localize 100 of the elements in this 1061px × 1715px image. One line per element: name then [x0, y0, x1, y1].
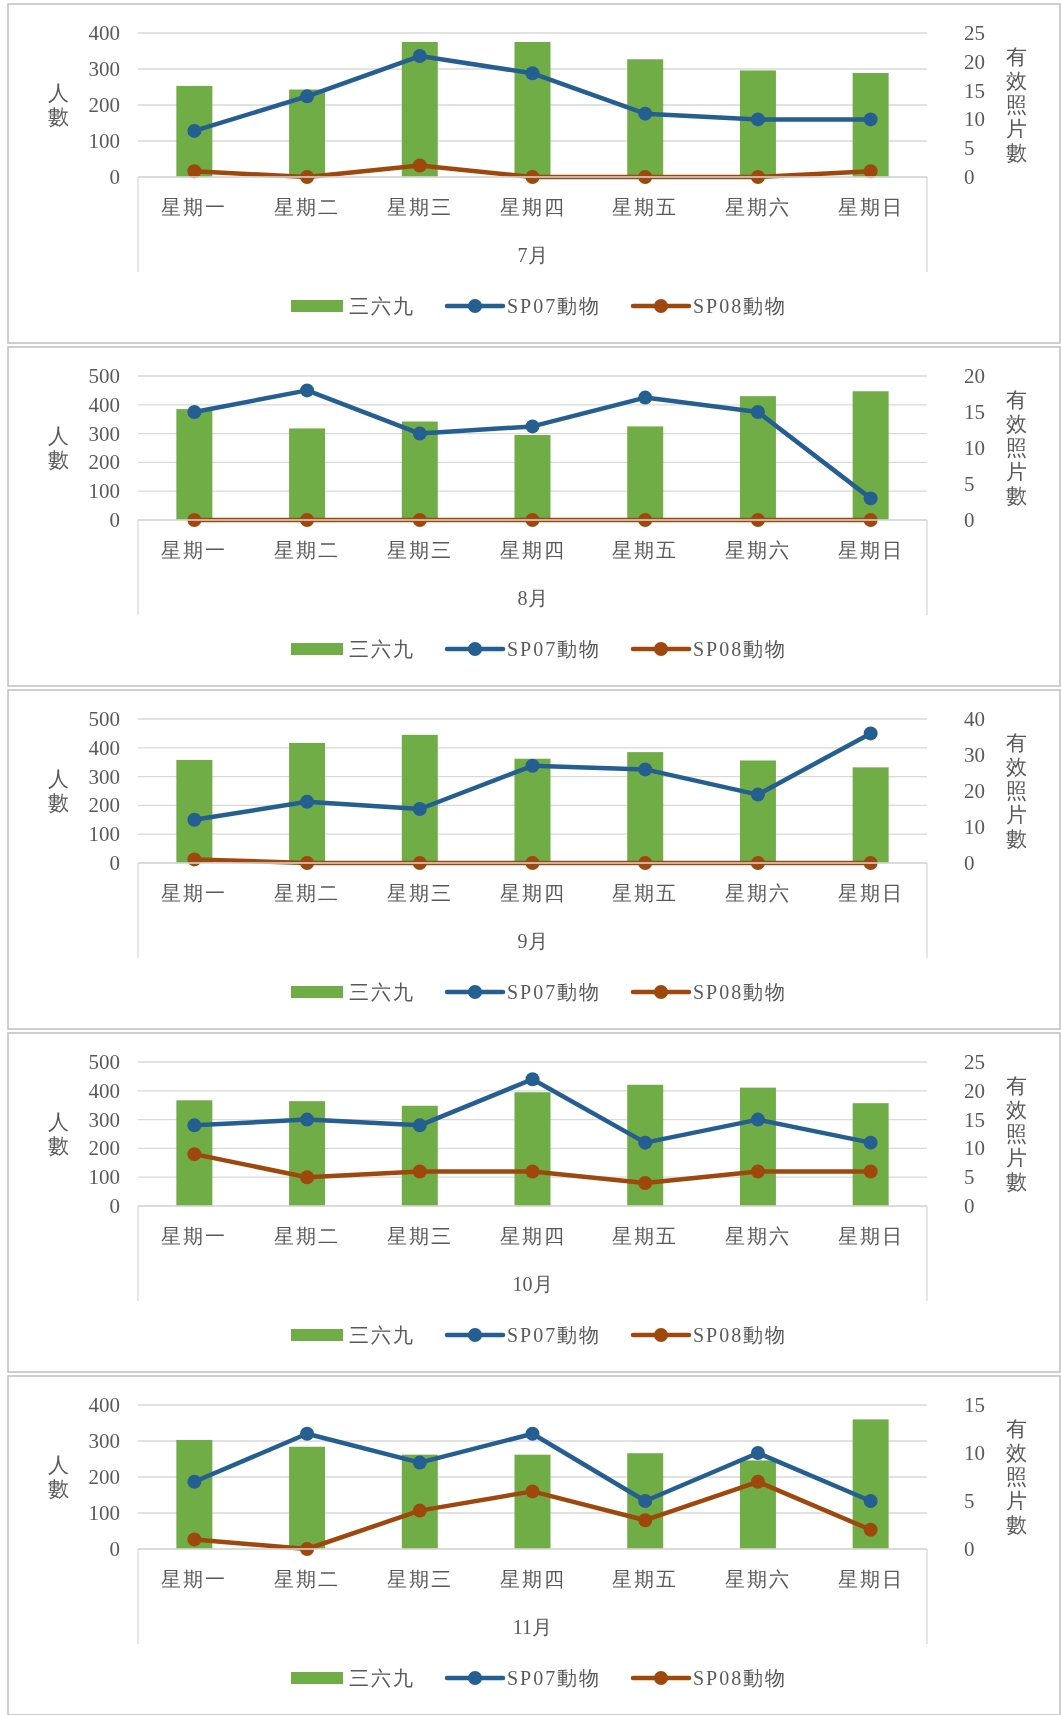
y2-axis-title: 有效照片數 [1005, 45, 1027, 165]
y-tick-label: 0 [109, 508, 120, 532]
y-tick-label: 100 [88, 1501, 120, 1525]
y2-tick-label: 15 [964, 1107, 985, 1132]
y-tick-label: 500 [88, 364, 120, 388]
y-tick-label: 200 [88, 1136, 120, 1161]
x-tick-label: 星期三 [386, 1225, 453, 1247]
y2-tick-label: 15 [964, 78, 985, 103]
y-tick-label: 100 [88, 1165, 120, 1190]
point [412, 49, 427, 64]
x-tick-label: 星期一 [161, 882, 228, 904]
point [638, 1175, 653, 1190]
y2-tick-label: 20 [964, 779, 985, 803]
y-tick-label: 300 [88, 1429, 120, 1453]
x-tick-label: 星期六 [724, 196, 791, 218]
x-tick-label: 星期一 [161, 539, 228, 561]
y2-tick-label: 0 [964, 165, 975, 189]
y-tick-label: 300 [88, 764, 120, 789]
y2-tick-label: 10 [964, 815, 985, 839]
point [412, 802, 427, 816]
bar [176, 409, 213, 520]
x-tick-label: 星期二 [274, 1225, 341, 1247]
point [412, 1503, 427, 1518]
y2-axis-title: 有效照片數 [1005, 1417, 1027, 1537]
legend-label: 三六九 [349, 295, 415, 317]
y2-axis-title: 有效照片數 [1005, 388, 1027, 508]
x-tick-label: 星期三 [386, 1568, 453, 1590]
x-tick-label: 星期六 [724, 539, 791, 561]
point [187, 1118, 202, 1133]
x-tick-label: 星期四 [499, 196, 566, 218]
bar [514, 42, 551, 177]
y2-axis-title: 有效照片數 [1005, 731, 1027, 851]
point [300, 89, 315, 104]
x-tick-label: 星期日 [837, 539, 904, 561]
point [638, 762, 653, 777]
x-axis-title: 10月 [512, 1273, 553, 1295]
y2-axis-title: 有效照片數 [1005, 1074, 1027, 1194]
point [863, 491, 878, 506]
legend-label: 三六九 [349, 1667, 415, 1689]
point [300, 1170, 315, 1185]
y2-tick-label: 0 [964, 1194, 975, 1218]
y2-tick-label: 5 [964, 136, 975, 161]
y2-tick-label: 15 [964, 400, 985, 424]
x-tick-label: 星期六 [724, 1225, 791, 1247]
legend-label: SP08動物 [693, 1667, 788, 1689]
legend-label: SP08動物 [693, 295, 788, 317]
bar [627, 426, 664, 520]
bar [514, 1454, 551, 1549]
x-tick-label: 星期六 [724, 882, 791, 904]
point [863, 726, 878, 741]
y-tick-label: 300 [88, 57, 120, 81]
y2-tick-label: 40 [964, 707, 985, 731]
y-axis-title: 人數 [47, 424, 69, 472]
bar [852, 391, 889, 520]
point [750, 1446, 765, 1460]
x-tick-label: 星期一 [161, 1568, 228, 1590]
y2-tick-label: 5 [964, 1165, 975, 1190]
point [187, 1532, 202, 1547]
point [525, 758, 540, 773]
x-tick-label: 星期一 [161, 1225, 228, 1247]
point [638, 106, 653, 121]
y2-tick-label: 25 [964, 1050, 985, 1074]
point [638, 1494, 653, 1508]
legend-label: 三六九 [349, 981, 415, 1003]
y-tick-label: 200 [88, 793, 120, 818]
y-tick-label: 100 [88, 479, 120, 504]
y2-tick-label: 20 [964, 1078, 985, 1103]
point [525, 1164, 540, 1179]
point [412, 1118, 427, 1133]
y-tick-label: 100 [88, 129, 120, 153]
y2-tick-label: 10 [964, 1136, 985, 1161]
point [863, 112, 878, 127]
x-axis-title: 11月 [512, 1616, 553, 1638]
point [638, 390, 653, 405]
y-tick-label: 200 [88, 93, 120, 117]
bar [739, 396, 776, 520]
y2-tick-label: 10 [964, 107, 985, 132]
x-tick-label: 星期六 [724, 1568, 791, 1590]
x-tick-label: 星期日 [837, 196, 904, 218]
y2-tick-label: 0 [964, 508, 975, 532]
point [750, 1474, 765, 1489]
legend-label: SP07動物 [507, 638, 602, 660]
point [187, 405, 202, 419]
point [525, 1484, 540, 1499]
y2-tick-label: 15 [964, 1393, 985, 1417]
point [187, 1474, 202, 1489]
bar [289, 742, 326, 863]
bar [739, 1460, 776, 1549]
point [187, 1147, 202, 1162]
x-tick-label: 星期三 [386, 882, 453, 904]
x-tick-label: 星期五 [612, 196, 679, 218]
y-tick-label: 400 [88, 735, 120, 760]
y-tick-label: 400 [88, 21, 120, 45]
y-tick-label: 400 [88, 1078, 120, 1103]
legend-label: SP07動物 [507, 981, 602, 1003]
y-axis-title: 人數 [47, 767, 69, 815]
legend-label: SP08動物 [693, 981, 788, 1003]
y2-tick-label: 30 [964, 743, 985, 767]
point [300, 1426, 315, 1441]
point [187, 812, 202, 827]
